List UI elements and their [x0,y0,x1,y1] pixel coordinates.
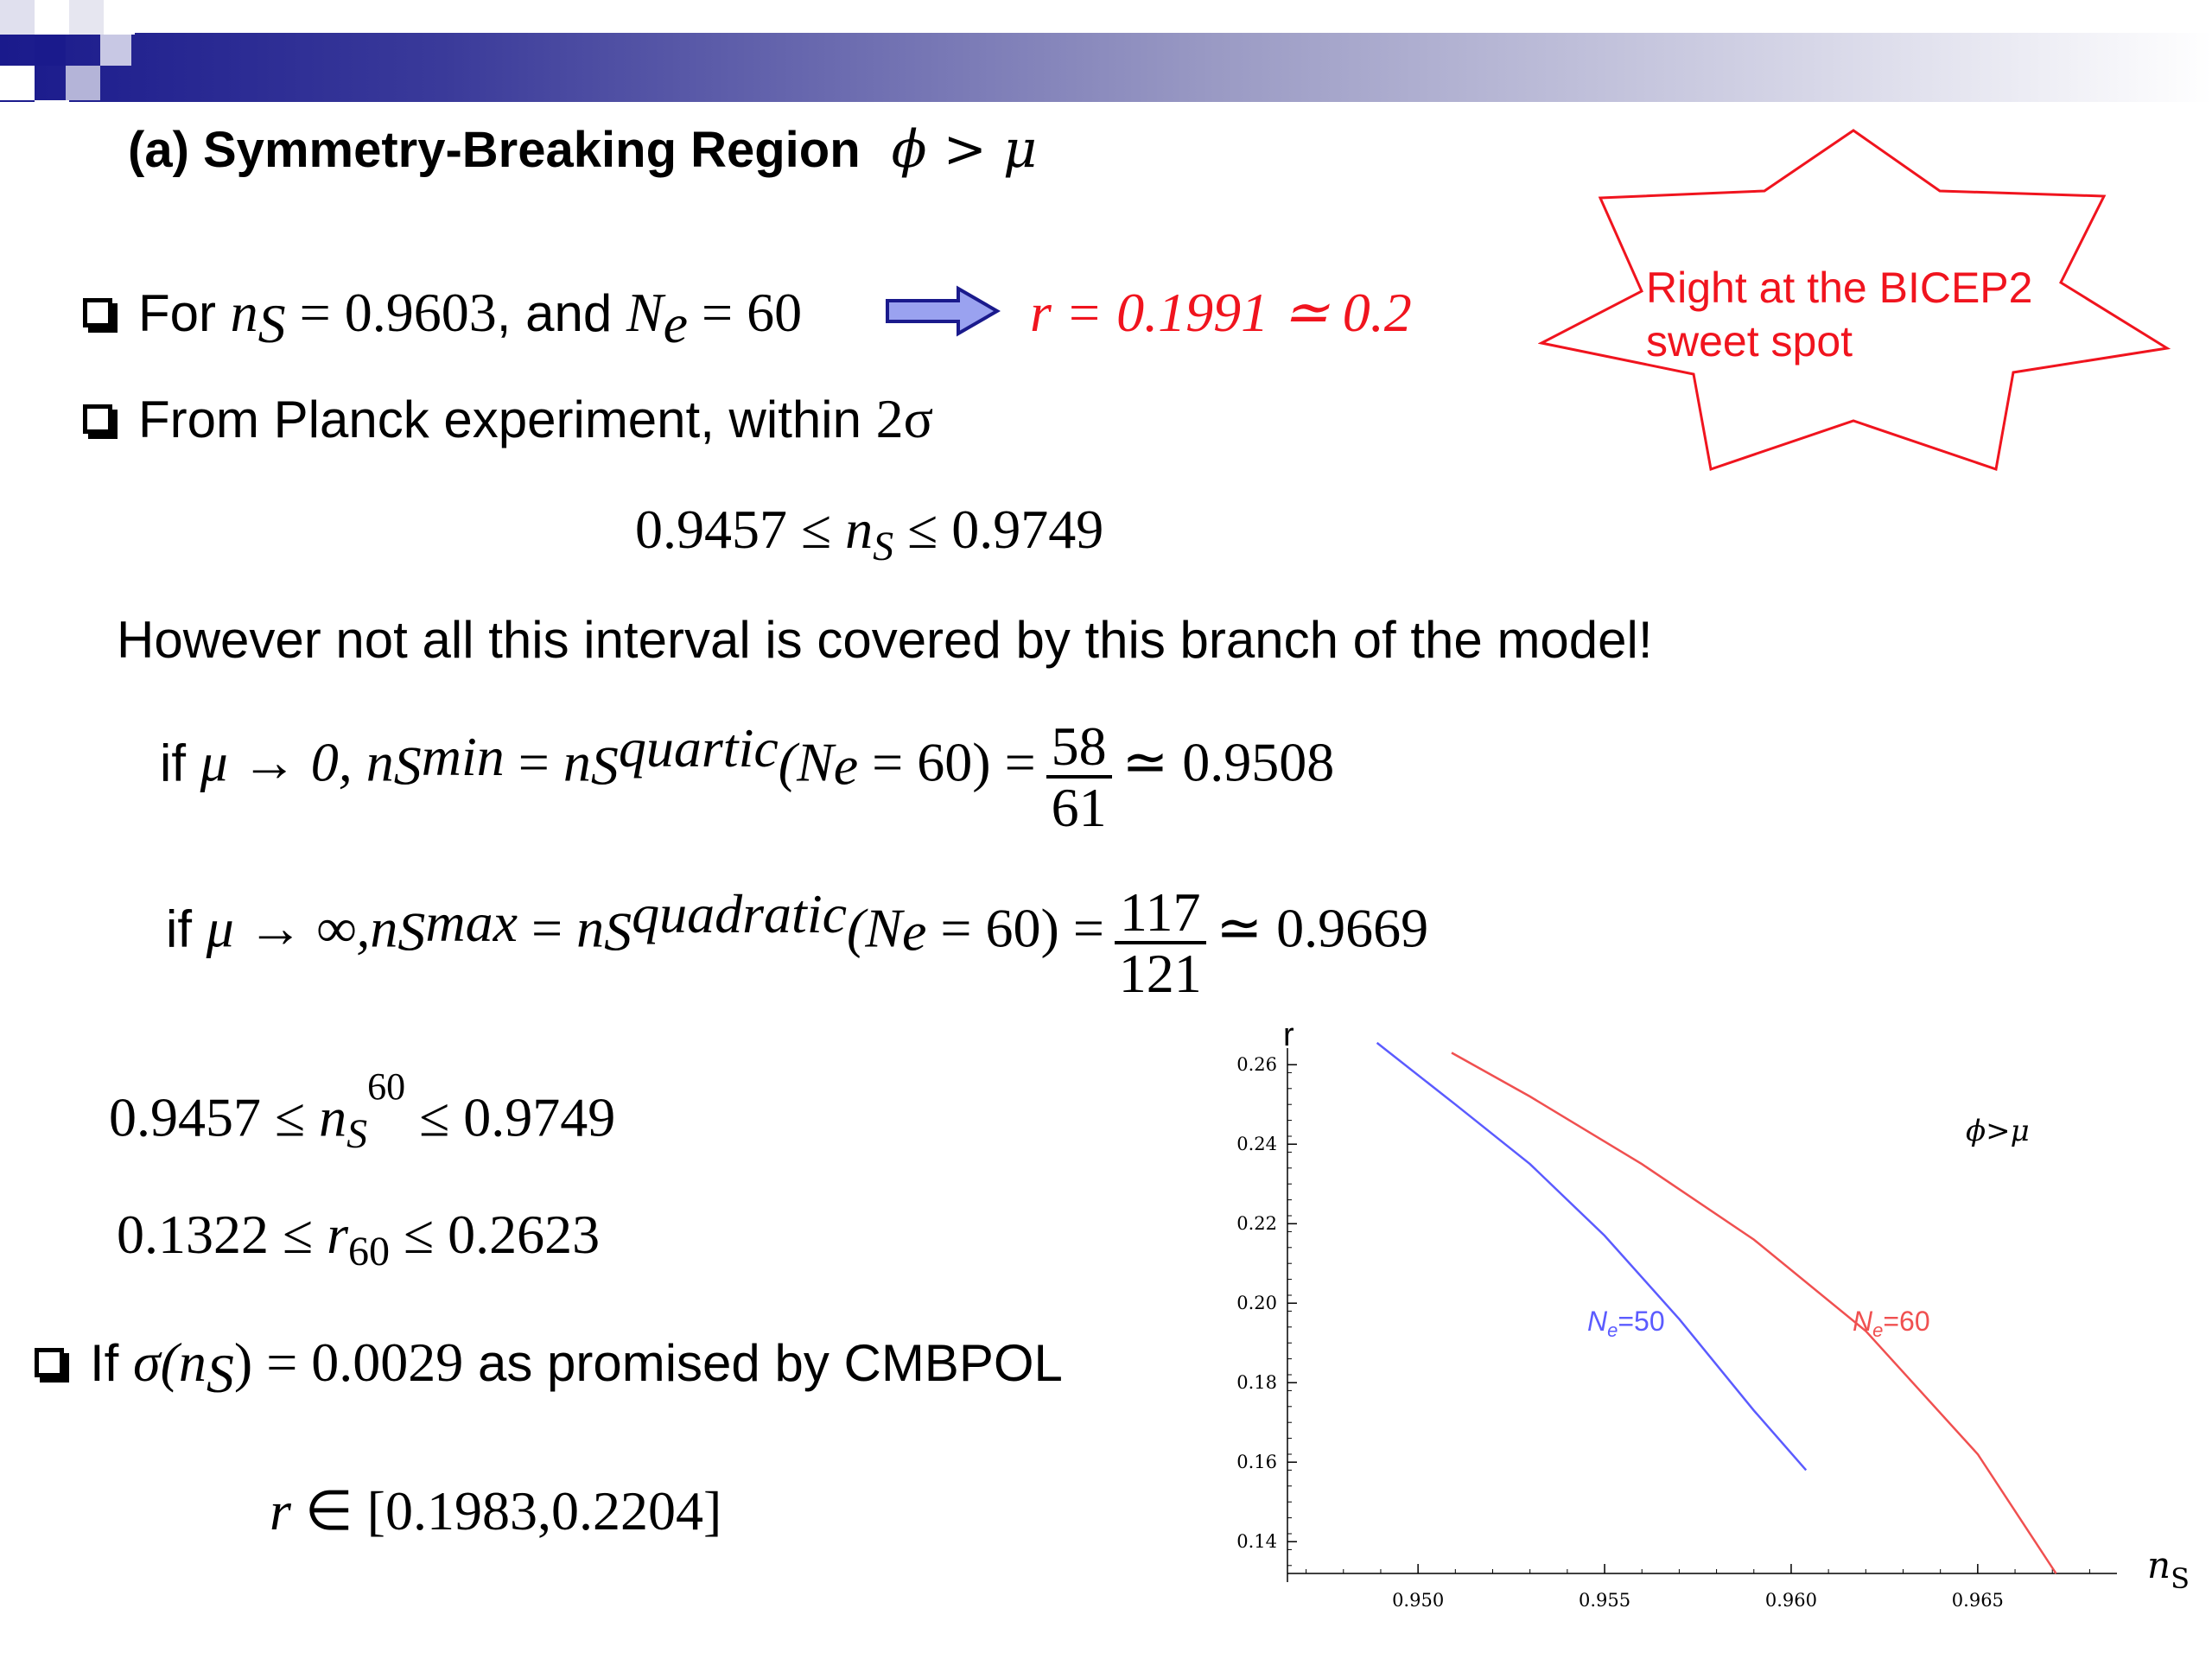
x-tick-label: 0.965 [1952,1590,2004,1611]
right-arrow-icon [886,285,1001,337]
y-tick-label: 0.16 [1236,1452,1277,1472]
chart-series [1376,1041,2057,1574]
bullet-ns-result: For nS = 0.9603, and Ne = 60 [83,281,802,356]
x-tick-label: 0.955 [1579,1590,1630,1611]
series-line-ne50 [1376,1041,1808,1471]
fraction: 58 61 [1046,717,1112,836]
checkbox-bullet-icon [35,1348,64,1377]
r60-interval: 0.1322 ≤ r60 ≤ 0.2623 [117,1204,601,1274]
bullet-planck: From Planck experiment, within 2σ [83,387,933,451]
y-tick-label: 0.24 [1236,1134,1277,1154]
ns60-interval: 0.9457 ≤ nS60 ≤ 0.9749 [109,1065,616,1158]
series-label: Ne=60 [1853,1306,1930,1341]
slide-title-math: ϕ > μ [891,119,1037,180]
planck-interval: 0.9457 ≤ nS ≤ 0.9749 [635,499,1104,569]
y-tick-label: 0.20 [1236,1293,1277,1313]
header-gradient-bar [0,33,2212,102]
bullet-cmbpol: If σ(nS) = 0.0029 as promised by CMBPOL [35,1331,1063,1406]
x-tick-label: 0.950 [1392,1590,1444,1611]
limit-quadratic: if μ → ∞,nSmax = nSquadratic(Ne = 60) = 1… [166,881,1429,1005]
checkbox-bullet-icon [83,404,112,434]
chart-text: 0.950 0.955 0.960 0.965 0.14 0.16 0.18 0.20 0.22… [1236,1020,2190,1611]
r-range: r ∈ [0.1983,0.2204] [270,1480,722,1541]
y-tick-label: 0.26 [1236,1054,1277,1075]
series-line-ne60 [1451,1052,2057,1574]
y-tick-label: 0.18 [1236,1372,1277,1393]
y-axis-label: r [1283,1020,1294,1053]
series-label: Ne=50 [1587,1306,1665,1341]
x-axis-label: nS [2147,1544,2190,1595]
chart-axes [1287,1048,2117,1582]
r-result: r = 0.1991 ≃ 0.2 [1030,282,1412,343]
x-tick-label: 0.960 [1765,1590,1817,1611]
callout-star-shape [1538,129,2171,471]
checkbox-bullet-icon [83,298,112,327]
y-tick-label: 0.14 [1236,1531,1277,1552]
however-text: However not all this interval is covered… [117,611,1653,669]
slide-title: (a) Symmetry-Breaking Region ϕ > μ [128,119,1037,180]
limit-quartic: if μ → 0, nSmin = nSquartic(Ne = 60) = 58… [160,715,1335,839]
y-tick-label: 0.22 [1236,1213,1277,1234]
slide-title-text: (a) Symmetry-Breaking Region [128,122,861,178]
callout-text: Right at the BICEP2 sweet spot [1646,264,2033,365]
fraction: 117 121 [1114,883,1206,1002]
chart-annotation: ϕ>μ [1966,1114,2030,1148]
ns-r-chart: 0.950 0.955 0.960 0.965 0.14 0.16 0.18 0.20 0.22… [1236,1020,2190,1611]
